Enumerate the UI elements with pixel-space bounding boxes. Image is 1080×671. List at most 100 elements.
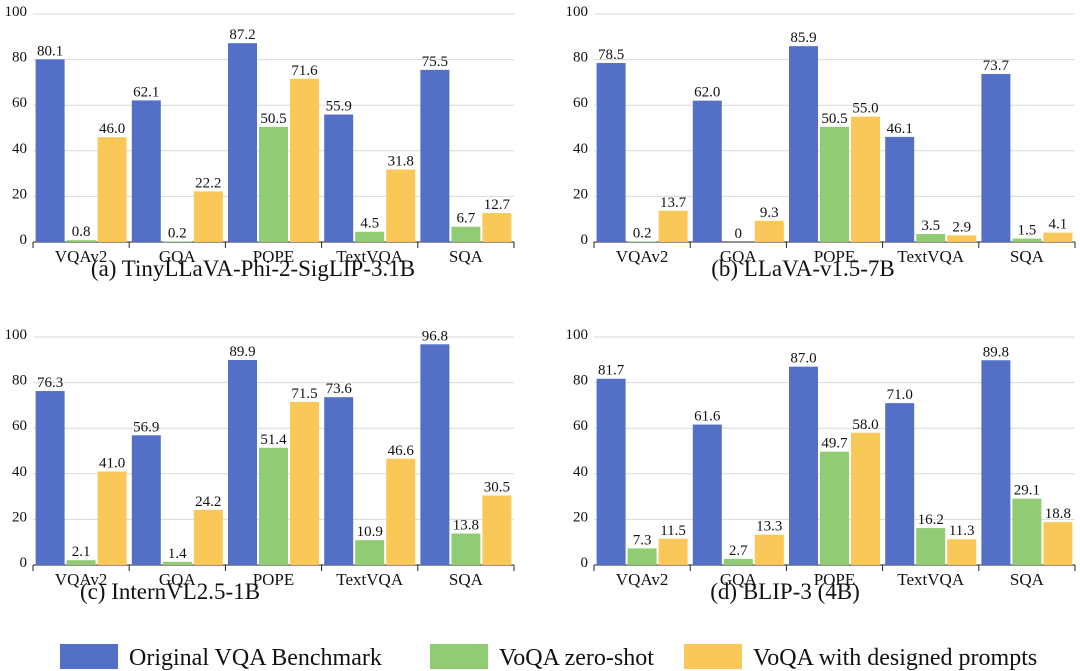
legend-label-zero-shot: VoQA zero-shot bbox=[499, 645, 654, 671]
x-tick-label: VQAv2 bbox=[616, 247, 669, 266]
bar bbox=[1012, 498, 1042, 565]
bar bbox=[885, 136, 915, 242]
data-label: 71.5 bbox=[291, 386, 317, 402]
bar bbox=[193, 191, 223, 242]
bar bbox=[482, 495, 512, 565]
data-label: 13.8 bbox=[453, 518, 479, 534]
data-label: 24.2 bbox=[195, 494, 221, 510]
data-label: 7.3 bbox=[633, 532, 652, 548]
data-label: 13.7 bbox=[660, 195, 687, 211]
data-label: 0.2 bbox=[168, 226, 187, 242]
chart-panel-1: 0 20 40 60 80 100 80.1 0.8 46.0 VQAv2 62.1 0.2 22.2 G… bbox=[5, 4, 515, 281]
y-tick-label: 100 bbox=[5, 327, 28, 343]
chart-caption: (c) InternVL2.5-1B bbox=[80, 579, 260, 604]
bar bbox=[131, 100, 161, 242]
y-tick-label: 20 bbox=[12, 509, 27, 525]
data-label: 46.0 bbox=[99, 121, 125, 137]
y-tick-label: 100 bbox=[566, 4, 589, 20]
data-label: 55.0 bbox=[852, 101, 878, 117]
bar bbox=[451, 533, 481, 565]
x-tick-label: TextVQA bbox=[897, 247, 965, 266]
data-label: 1.4 bbox=[168, 546, 187, 562]
bar bbox=[947, 235, 977, 242]
data-label: 6.7 bbox=[457, 211, 476, 227]
data-label: 73.7 bbox=[983, 58, 1010, 74]
x-tick-label: TextVQA bbox=[336, 570, 404, 589]
data-label: 30.5 bbox=[484, 479, 510, 495]
bar bbox=[596, 378, 626, 565]
data-label: 87.2 bbox=[229, 27, 255, 43]
y-tick-label: 20 bbox=[12, 186, 27, 202]
data-label: 85.9 bbox=[790, 30, 816, 46]
y-tick-label: 60 bbox=[12, 95, 27, 111]
data-label: 89.8 bbox=[983, 344, 1009, 360]
x-tick-label: SQA bbox=[1010, 570, 1045, 589]
data-label: 55.9 bbox=[326, 99, 352, 115]
chart-panel-4: 0 20 40 60 80 100 81.7 7.3 11.5 VQAv2 61.6 2.7 13.3 G… bbox=[566, 327, 1076, 604]
y-tick-label: 40 bbox=[573, 464, 588, 480]
y-tick-label: 80 bbox=[12, 373, 27, 389]
y-tick-label: 0 bbox=[581, 555, 589, 571]
bar bbox=[386, 458, 416, 565]
bar bbox=[324, 397, 354, 565]
bar bbox=[451, 226, 481, 242]
y-tick-label: 40 bbox=[12, 464, 27, 480]
data-label: 1.5 bbox=[1018, 223, 1037, 239]
x-tick-label: GQA bbox=[720, 570, 758, 589]
bar bbox=[420, 69, 450, 242]
charts: 0 20 40 60 80 100 80.1 0.8 46.0 VQAv2 62.1 0.2 22.2 G… bbox=[5, 4, 1076, 604]
bar bbox=[97, 137, 127, 242]
bar bbox=[66, 560, 96, 565]
bar bbox=[386, 169, 416, 242]
bar bbox=[228, 43, 257, 243]
x-tick-label: POPE bbox=[253, 570, 295, 589]
y-tick-label: 40 bbox=[12, 141, 27, 157]
bar bbox=[131, 435, 161, 565]
bar bbox=[1012, 238, 1042, 242]
y-tick-label: 60 bbox=[12, 418, 27, 434]
data-label: 11.3 bbox=[949, 523, 975, 539]
bar bbox=[259, 447, 288, 565]
data-label: 9.3 bbox=[760, 205, 779, 221]
bar bbox=[658, 210, 688, 242]
legend-swatch-designed-prompts bbox=[684, 644, 742, 669]
bar bbox=[420, 344, 450, 565]
bar bbox=[723, 558, 753, 565]
x-tick-label: GQA bbox=[159, 570, 197, 589]
y-tick-label: 80 bbox=[573, 50, 588, 66]
x-tick-label: VQAv2 bbox=[55, 247, 108, 266]
data-label: 89.9 bbox=[229, 344, 255, 360]
data-label: 46.1 bbox=[887, 121, 913, 137]
data-label: 76.3 bbox=[37, 375, 63, 391]
bar bbox=[981, 360, 1011, 565]
bar bbox=[290, 401, 319, 565]
bar bbox=[820, 126, 849, 242]
bar bbox=[692, 424, 722, 565]
data-label: 71.0 bbox=[887, 387, 913, 403]
bar bbox=[981, 73, 1011, 243]
chart-panel-2: 0 20 40 60 80 100 78.5 0.2 13.7 VQAv2 62.0 0 9.3 GQA 8… bbox=[566, 4, 1076, 281]
data-label: 22.2 bbox=[195, 175, 221, 191]
x-tick-label: SQA bbox=[449, 570, 484, 589]
data-label: 31.8 bbox=[388, 153, 414, 169]
bar bbox=[324, 114, 354, 242]
bar bbox=[1043, 232, 1073, 242]
data-label: 71.6 bbox=[291, 63, 318, 79]
data-label: 13.3 bbox=[756, 519, 782, 535]
data-label: 29.1 bbox=[1014, 483, 1040, 499]
y-tick-label: 0 bbox=[581, 232, 589, 248]
data-label: 16.2 bbox=[918, 512, 944, 528]
y-tick-label: 0 bbox=[20, 232, 28, 248]
bar bbox=[228, 360, 257, 565]
data-label: 73.6 bbox=[326, 381, 353, 397]
data-label: 18.8 bbox=[1045, 506, 1071, 522]
data-label: 96.8 bbox=[422, 328, 448, 344]
data-label: 0.2 bbox=[633, 226, 652, 242]
bar bbox=[355, 540, 385, 565]
chart-caption: (d) BLIP-3 (4B) bbox=[710, 579, 859, 604]
bar bbox=[193, 509, 223, 565]
legend-label-designed-prompts: VoQA with designed prompts bbox=[753, 645, 1037, 671]
bar bbox=[627, 548, 657, 565]
bar bbox=[35, 59, 65, 242]
